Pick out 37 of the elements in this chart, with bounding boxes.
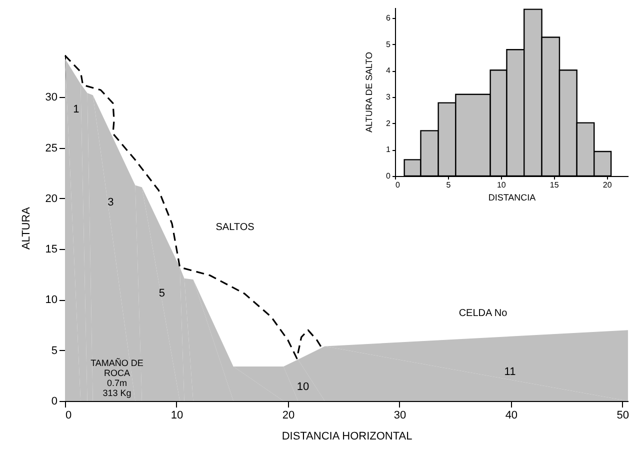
annotation: CELDA No	[458, 308, 508, 319]
y-tick-label: 25	[45, 142, 58, 154]
x-tick-label: 20	[282, 410, 295, 422]
x-tick-label: 20	[602, 180, 612, 190]
y-tick-label: 0	[386, 172, 392, 180]
x-tick-label: 40	[505, 410, 518, 422]
y-tick-label: 20	[45, 192, 58, 205]
y-axis-title: ALTURA	[20, 206, 32, 250]
y-axis-title: ALTURA DE SALTO	[364, 52, 374, 133]
x-tick-label: 5	[446, 180, 452, 190]
x-axis-title: DISTANCIA	[488, 192, 536, 202]
x-axis-title: DISTANCIA HORIZONTAL	[282, 430, 412, 442]
y-tick-label: 4	[386, 66, 392, 76]
x-tick-label: 15	[550, 180, 560, 190]
y-tick-label: 5	[386, 40, 392, 49]
y-tick-label: 2	[386, 118, 392, 128]
y-tick-label: 5	[51, 344, 58, 357]
annotation: TAMAÑO DE ROCA 0.7m 313 Kg	[90, 358, 144, 398]
y-tick-label: 3	[386, 92, 392, 102]
y-tick-label: 10	[45, 294, 58, 306]
y-tick-label: 15	[45, 244, 58, 256]
x-tick-label: 10	[496, 180, 506, 190]
y-tick-label: 0	[51, 396, 58, 408]
annotation: 1	[73, 103, 80, 116]
y-tick-label: 30	[45, 92, 58, 104]
annotation: 5	[158, 288, 166, 300]
y-tick-label: 1	[386, 145, 392, 154]
annotation: 11	[504, 366, 516, 378]
x-tick-label: 0	[396, 180, 400, 190]
x-tick-label: 30	[394, 410, 406, 422]
annotation: 3	[108, 196, 114, 208]
x-tick-label: 0	[66, 410, 72, 422]
annotation: SALTOS	[216, 222, 255, 233]
x-tick-label: 10	[170, 410, 184, 422]
annotation: 10	[296, 381, 310, 393]
x-tick-label: 50	[616, 410, 629, 422]
y-tick-label: 6	[386, 14, 392, 23]
